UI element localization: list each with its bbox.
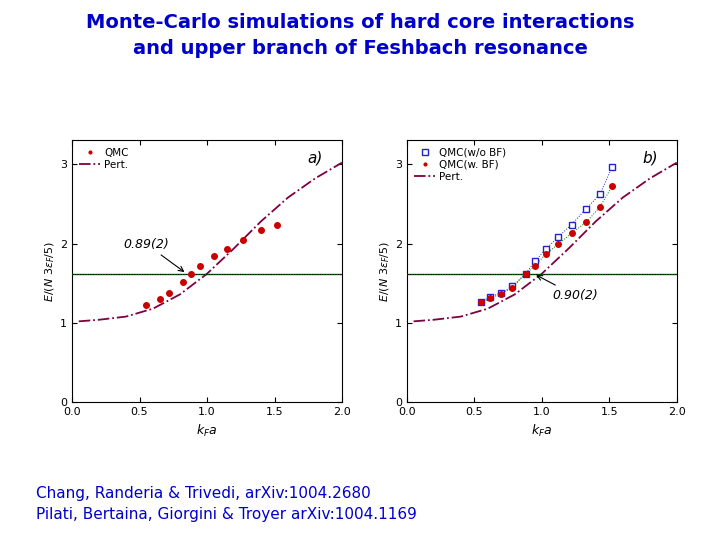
X-axis label: $k_F a$: $k_F a$ xyxy=(531,423,552,439)
Text: b): b) xyxy=(642,151,658,166)
Text: 0.89(2): 0.89(2) xyxy=(123,238,184,272)
Y-axis label: $E/(N\ 3\varepsilon_F /5)$: $E/(N\ 3\varepsilon_F /5)$ xyxy=(379,241,392,302)
Y-axis label: $E/(N\ 3\varepsilon_F /5)$: $E/(N\ 3\varepsilon_F /5)$ xyxy=(44,241,57,302)
Text: Chang, Randeria & Trivedi, arXiv:1004.2680
Pilati, Bertaina, Giorgini & Troyer a: Chang, Randeria & Trivedi, arXiv:1004.26… xyxy=(36,486,417,522)
Text: Monte-Carlo simulations of hard core interactions
and upper branch of Feshbach r: Monte-Carlo simulations of hard core int… xyxy=(86,14,634,57)
Text: 0.90(2): 0.90(2) xyxy=(537,275,598,302)
X-axis label: $k_F a$: $k_F a$ xyxy=(197,423,217,439)
Legend: QMC, Pert.: QMC, Pert. xyxy=(75,144,133,174)
Legend: QMC(w/o BF), QMC(w. BF), Pert.: QMC(w/o BF), QMC(w. BF), Pert. xyxy=(410,144,510,186)
Text: a): a) xyxy=(307,151,323,166)
